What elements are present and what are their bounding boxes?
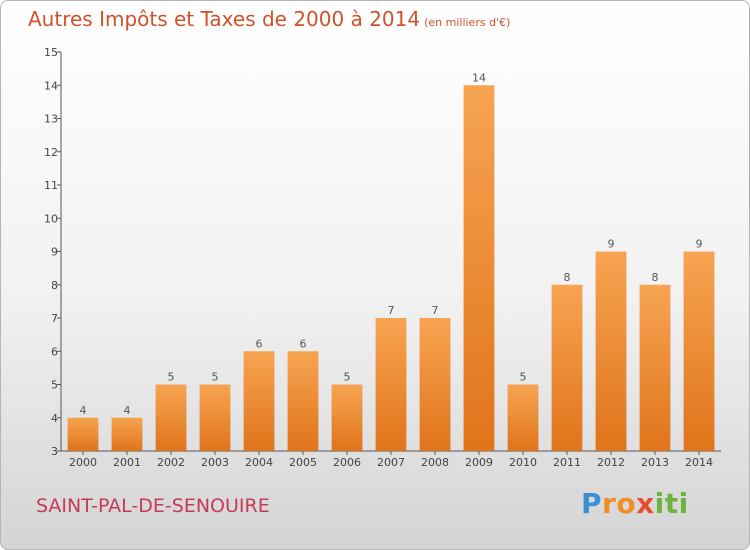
x-tick-label: 2000 [69,456,97,469]
bar [375,318,407,451]
bar [595,251,627,451]
x-tick-label: 2010 [509,456,537,469]
x-tick-label: 2004 [245,456,273,469]
bar [67,417,99,451]
bar-value-label: 7 [432,304,439,317]
bar-value-label: 5 [168,371,175,384]
x-tick-label: 2002 [157,456,185,469]
y-tick-label: 5 [51,379,58,392]
logo-letter: P [581,487,603,520]
bar-value-label: 8 [564,271,571,284]
bar-value-label: 4 [80,404,87,417]
y-tick-label: 6 [51,345,58,358]
x-tick-label: 2014 [685,456,713,469]
y-tick-label: 12 [44,146,58,159]
y-tick-label: 4 [51,412,58,425]
bar [243,351,275,451]
logo-letter: t [664,487,679,520]
y-tick-label: 7 [51,312,58,325]
proxiti-logo: Proxiti [581,487,689,520]
y-tick-label: 13 [44,113,58,126]
bar-value-label: 9 [696,238,703,251]
x-tick-label: 2005 [289,456,317,469]
x-tick-label: 2003 [201,456,229,469]
y-axis: 3 4 5 6 7 8 9 10 11 12 13 14 15 [44,46,62,458]
bar-value-label: 5 [344,371,351,384]
bar [551,284,583,451]
bar [199,384,231,451]
y-tick-label: 15 [44,46,58,59]
bar-value-label: 5 [212,371,219,384]
bar [111,417,143,451]
y-tick-label: 11 [44,179,58,192]
x-tick-label: 2009 [465,456,493,469]
bar-value-label: 5 [520,371,527,384]
bar [155,384,187,451]
bars: 4 4 5 5 6 6 5 7 7 14 5 8 9 8 9 [67,71,715,451]
bar-value-label: 6 [256,337,263,350]
y-tick-label: 14 [44,79,58,92]
bar-value-label: 6 [300,337,307,350]
x-tick-label: 2001 [113,456,141,469]
x-tick-label: 2012 [597,456,625,469]
bar [331,384,363,451]
x-tick-label: 2006 [333,456,361,469]
bar-value-label: 14 [472,71,486,84]
chart-title: Autres Impôts et Taxes de 2000 à 2014 (en… [28,7,510,31]
logo-letter: i [678,487,689,520]
logo-letter: x [636,487,655,520]
bar [639,284,671,451]
x-tick-label: 2008 [421,456,449,469]
y-tick-label: 9 [51,246,58,259]
logo-letter: r [602,487,617,520]
bar-value-label: 4 [124,404,131,417]
x-axis: 2000 2001 2002 2003 2004 2005 2006 2007 2008 2009… [61,450,721,469]
y-tick-label: 10 [44,212,58,225]
logo-letter: i [654,487,665,520]
chart-title-text: Autres Impôts et Taxes de 2000 à 2014 [28,7,421,31]
y-tick-label: 8 [51,279,58,292]
bar [287,351,319,451]
chart-subtitle: (en milliers d'€) [424,16,511,29]
bar [463,85,495,451]
bar [419,318,451,451]
logo-letter: o [616,487,637,520]
bar [507,384,539,451]
x-tick-label: 2007 [377,456,405,469]
y-tick-label: 3 [51,445,58,458]
x-tick-label: 2011 [553,456,581,469]
location-name: SAINT-PAL-DE-SENOUIRE [36,495,270,517]
bar-value-label: 8 [652,271,659,284]
bar-value-label: 7 [388,304,395,317]
bar [683,251,715,451]
x-tick-label: 2013 [641,456,669,469]
bar-value-label: 9 [608,238,615,251]
